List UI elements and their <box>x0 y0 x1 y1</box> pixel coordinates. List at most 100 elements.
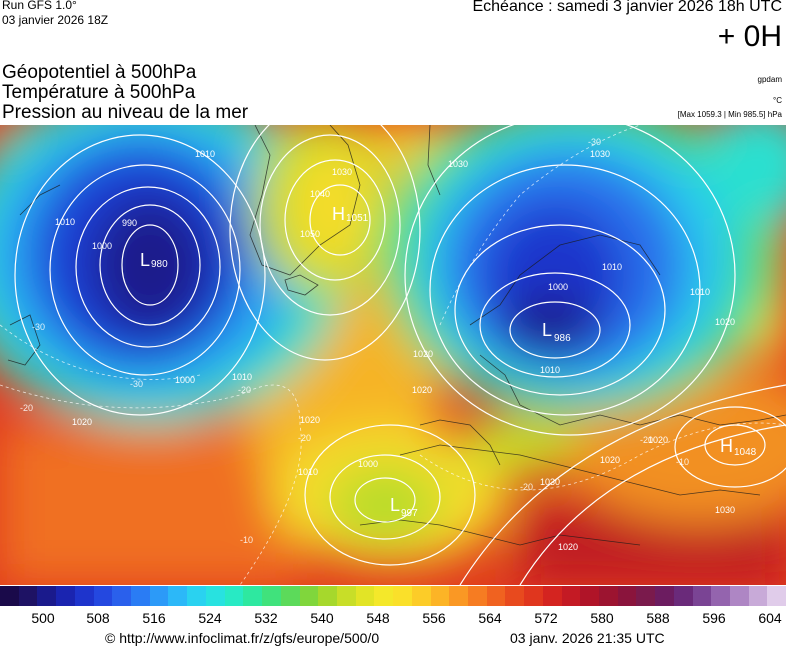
color-swatch <box>411 586 431 606</box>
color-swatch <box>636 586 656 606</box>
scale-tick-label: 580 <box>590 610 614 626</box>
color-swatch <box>617 586 637 606</box>
temperature-label: -30 <box>130 379 143 389</box>
temperature-label: -30 <box>588 137 601 147</box>
isobar-label: 1000 <box>92 241 112 251</box>
scale-tick-label: 596 <box>702 610 726 626</box>
isobars <box>14 125 786 585</box>
isobar-labels: 1010 1000 990 1030 1040 1050 1030 1010 1… <box>55 149 735 552</box>
color-swatch <box>467 586 487 606</box>
low-pressure-value: 986 <box>554 333 571 344</box>
temperature-label: -20 <box>298 433 311 443</box>
color-swatch <box>56 586 75 606</box>
isobar-label: 1020 <box>412 385 432 395</box>
weather-map[interactable]: 1010 1000 990 1030 1040 1050 1030 1010 1… <box>0 125 786 585</box>
isobar-label: 1000 <box>175 375 195 385</box>
color-swatch <box>673 586 693 606</box>
isobar-label: 1010 <box>690 287 710 297</box>
high-pressure-marker: H <box>720 436 733 456</box>
high-pressure-marker: H <box>332 204 345 224</box>
isobar-label: 1010 <box>602 262 622 272</box>
coastlines <box>7 125 786 546</box>
low-pressure-value: 980 <box>151 259 168 270</box>
color-swatch <box>318 586 337 606</box>
color-swatch <box>505 586 525 606</box>
color-swatch <box>18 586 38 606</box>
isobar-label: 1010 <box>540 365 560 375</box>
isobar-label: 1010 <box>195 149 215 159</box>
low-pressure-value: 997 <box>401 508 418 519</box>
color-swatch <box>655 586 674 606</box>
isobar-label: 1010 <box>55 217 75 227</box>
color-swatch <box>280 586 300 606</box>
color-swatch <box>0 586 19 606</box>
title-pressure: Pression au niveau de la mer <box>2 102 249 123</box>
color-swatch <box>730 586 749 606</box>
generation-timestamp: 03 janv. 2026 21:35 UTC <box>510 630 665 646</box>
isobar-label: 1020 <box>300 415 320 425</box>
high-pressure-value: 1048 <box>734 447 757 458</box>
color-swatch <box>393 586 412 606</box>
temperature-label: -20 <box>238 385 251 395</box>
source-credit[interactable]: © http://www.infoclimat.fr/z/gfs/europe/… <box>105 630 380 646</box>
pressure-range: [Max 1059.3 | Min 985.5] hPa <box>677 110 782 119</box>
isobar-label: 1020 <box>600 455 620 465</box>
isobar-label: 1030 <box>715 505 735 515</box>
isobar-label: 1000 <box>548 282 568 292</box>
isobar-label: 1020 <box>648 435 668 445</box>
low-pressure-marker: L <box>140 250 150 270</box>
scale-tick-label: 508 <box>86 610 110 626</box>
color-swatch <box>486 586 506 606</box>
temperature-label: -30 <box>32 322 45 332</box>
color-swatch <box>112 586 132 606</box>
pressure-systems: L 980 H 1051 L 986 L 997 H 1048 <box>140 204 757 519</box>
isobar-label: 1030 <box>540 477 560 487</box>
isobar-label: 1030 <box>332 167 352 177</box>
weather-map-canvas: 1010 1000 990 1030 1040 1050 1030 1010 1… <box>0 125 786 585</box>
unit-celsius: °C <box>773 96 782 105</box>
temperature-label: -10 <box>676 457 689 467</box>
isobar-label: 1020 <box>72 417 92 427</box>
color-swatch <box>524 586 543 606</box>
title-temperature: Température à 500hPa <box>2 82 196 103</box>
isotherms <box>0 125 786 585</box>
scale-tick-label: 604 <box>758 610 782 626</box>
isobar-label: 1010 <box>232 372 252 382</box>
color-swatch <box>449 586 468 606</box>
color-swatch <box>93 586 113 606</box>
isobar-label: 1020 <box>413 349 433 359</box>
color-swatch <box>168 586 188 606</box>
color-swatch <box>243 586 263 606</box>
isobar-label: 1010 <box>298 467 318 477</box>
title-geopotential: Géopotentiel à 500hPa <box>2 62 197 83</box>
scale-tick-label: 532 <box>254 610 278 626</box>
scale-tick-label: 540 <box>310 610 334 626</box>
temperature-label: -20 <box>20 403 33 413</box>
temperature-label: -10 <box>240 535 253 545</box>
temperature-label: -20 <box>640 435 653 445</box>
color-swatch <box>149 586 169 606</box>
low-pressure-marker: L <box>390 495 400 515</box>
forecast-offset: + 0H <box>717 20 782 53</box>
scale-tick-label: 588 <box>646 610 670 626</box>
color-swatch <box>262 586 281 606</box>
isobar-label: 1050 <box>300 229 320 239</box>
color-scale-ticks: 500 508 516 524 532 540 548 556 564 572 580 588 596 6… <box>0 610 786 628</box>
color-swatch <box>187 586 206 606</box>
run-date: 03 janvier 2026 18Z <box>2 13 109 27</box>
color-swatch <box>131 586 150 606</box>
isobar-label: 1040 <box>310 189 330 199</box>
color-swatch <box>74 586 94 606</box>
color-swatch <box>430 586 450 606</box>
isobar-label: 990 <box>122 218 137 228</box>
isobar-label: 1000 <box>358 459 378 469</box>
color-swatch <box>580 586 599 606</box>
color-swatch <box>37 586 57 606</box>
scale-tick-label: 524 <box>198 610 222 626</box>
scale-tick-label: 548 <box>366 610 390 626</box>
color-swatch <box>711 586 731 606</box>
scale-tick-label: 564 <box>478 610 502 626</box>
temperature-label: -20 <box>520 482 533 492</box>
isobar-label: 1030 <box>590 149 610 159</box>
scale-tick-label: 500 <box>31 610 55 626</box>
